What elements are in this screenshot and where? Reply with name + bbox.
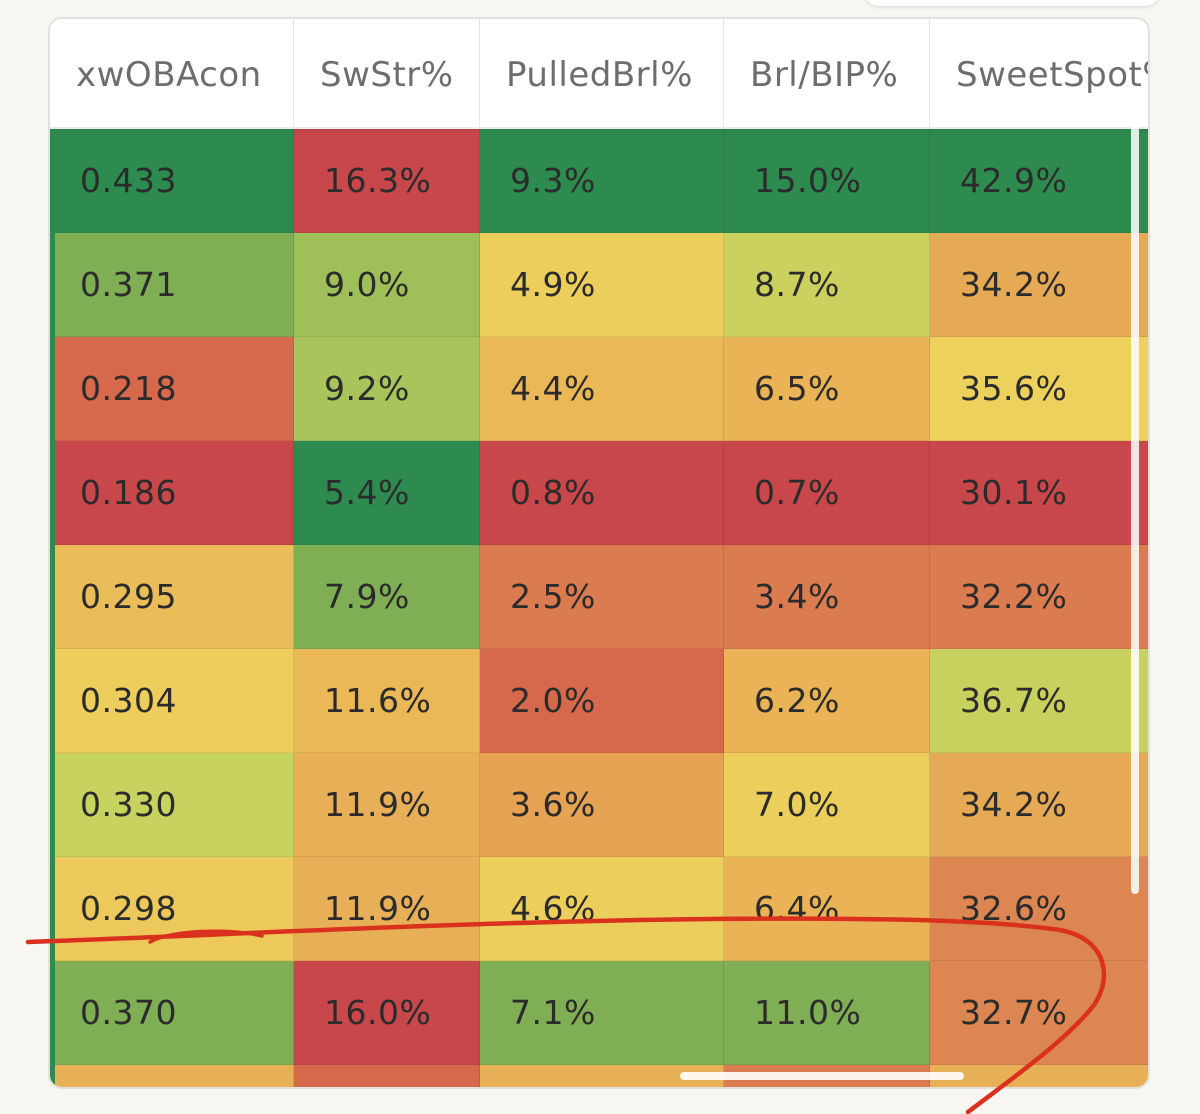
- table-header: xwOBAcon SwStr% PulledBrl% Brl/BIP% Swee…: [50, 19, 1148, 129]
- table-row[interactable]: [50, 1065, 1148, 1087]
- table-cell: 9.2%: [294, 337, 480, 441]
- table-cell: 0.370: [50, 961, 294, 1065]
- table-cell: 4.4%: [480, 337, 724, 441]
- stats-table-frame: xwOBAcon SwStr% PulledBrl% Brl/BIP% Swee…: [48, 17, 1150, 1089]
- table-row[interactable]: 0.433 16.3% 9.3% 15.0% 42.9%: [50, 129, 1148, 233]
- table-cell: 0.330: [50, 753, 294, 857]
- table-cell: 32.2%: [930, 545, 1148, 649]
- table-cell: 15.0%: [724, 129, 930, 233]
- column-header-xwobacon[interactable]: xwOBAcon: [50, 19, 294, 127]
- table-cell: 2.0%: [480, 649, 724, 753]
- table-cell: 11.9%: [294, 753, 480, 857]
- table-cell: 11.6%: [294, 649, 480, 753]
- column-header-swstr[interactable]: SwStr%: [294, 19, 480, 127]
- table-cell: 0.433: [50, 129, 294, 233]
- table-row[interactable]: 0.330 11.9% 3.6% 7.0% 34.2%: [50, 753, 1148, 857]
- table-cell: 32.7%: [930, 961, 1148, 1065]
- table-cell: 36.7%: [930, 649, 1148, 753]
- table-cell: 0.7%: [724, 441, 930, 545]
- stats-table: xwOBAcon SwStr% PulledBrl% Brl/BIP% Swee…: [50, 19, 1148, 1087]
- top-search-pill[interactable]: [862, 0, 1162, 6]
- column-header-sweetspot[interactable]: SweetSpot%: [930, 19, 1148, 127]
- row-color-strip: [50, 131, 55, 1087]
- table-row[interactable]: 0.295 7.9% 2.5% 3.4% 32.2%: [50, 545, 1148, 649]
- horizontal-scrollbar[interactable]: [680, 1072, 964, 1080]
- table-cell: 16.3%: [294, 129, 480, 233]
- column-header-brl-bip[interactable]: Brl/BIP%: [724, 19, 930, 127]
- table-row[interactable]: 0.218 9.2% 4.4% 6.5% 35.6%: [50, 337, 1148, 441]
- table-cell: 6.4%: [724, 857, 930, 961]
- column-header-pulledbrl[interactable]: PulledBrl%: [480, 19, 724, 127]
- table-cell: 6.2%: [724, 649, 930, 753]
- table-cell: 34.2%: [930, 753, 1148, 857]
- table-cell: 4.9%: [480, 233, 724, 337]
- table-cell: 0.304: [50, 649, 294, 753]
- table-cell: 0.295: [50, 545, 294, 649]
- table-row[interactable]: 0.304 11.6% 2.0% 6.2% 36.7%: [50, 649, 1148, 753]
- table-cell: 0.371: [50, 233, 294, 337]
- table-cell: 0.218: [50, 337, 294, 441]
- table-cell: 9.3%: [480, 129, 724, 233]
- table-cell: 9.0%: [294, 233, 480, 337]
- table-cell: 30.1%: [930, 441, 1148, 545]
- table-cell: 7.9%: [294, 545, 480, 649]
- vertical-scrollbar[interactable]: [1131, 114, 1139, 894]
- table-cell: [50, 1065, 294, 1087]
- table-row[interactable]: 0.370 16.0% 7.1% 11.0% 32.7%: [50, 961, 1148, 1065]
- table-cell: 7.0%: [724, 753, 930, 857]
- table-cell: 11.0%: [724, 961, 930, 1065]
- table-cell: 4.6%: [480, 857, 724, 961]
- table-row[interactable]: 0.298 11.9% 4.6% 6.4% 32.6%: [50, 857, 1148, 961]
- table-cell: 8.7%: [724, 233, 930, 337]
- table-cell: 11.9%: [294, 857, 480, 961]
- table-cell: 16.0%: [294, 961, 480, 1065]
- table-cell: 32.6%: [930, 857, 1148, 961]
- table-cell: 35.6%: [930, 337, 1148, 441]
- table-body: 0.433 16.3% 9.3% 15.0% 42.9% 0.371 9.0% 4.9% 8.7…: [50, 129, 1148, 1087]
- table-cell: 7.1%: [480, 961, 724, 1065]
- table-cell: 3.6%: [480, 753, 724, 857]
- table-cell: 34.2%: [930, 233, 1148, 337]
- table-cell: 0.8%: [480, 441, 724, 545]
- table-cell: [294, 1065, 480, 1087]
- table-cell: 5.4%: [294, 441, 480, 545]
- table-row[interactable]: 0.186 5.4% 0.8% 0.7% 30.1%: [50, 441, 1148, 545]
- table-cell: 3.4%: [724, 545, 930, 649]
- table-cell: 6.5%: [724, 337, 930, 441]
- table-cell: 42.9%: [930, 129, 1148, 233]
- table-cell: 0.186: [50, 441, 294, 545]
- table-cell: 0.298: [50, 857, 294, 961]
- table-cell: 2.5%: [480, 545, 724, 649]
- table-row[interactable]: 0.371 9.0% 4.9% 8.7% 34.2%: [50, 233, 1148, 337]
